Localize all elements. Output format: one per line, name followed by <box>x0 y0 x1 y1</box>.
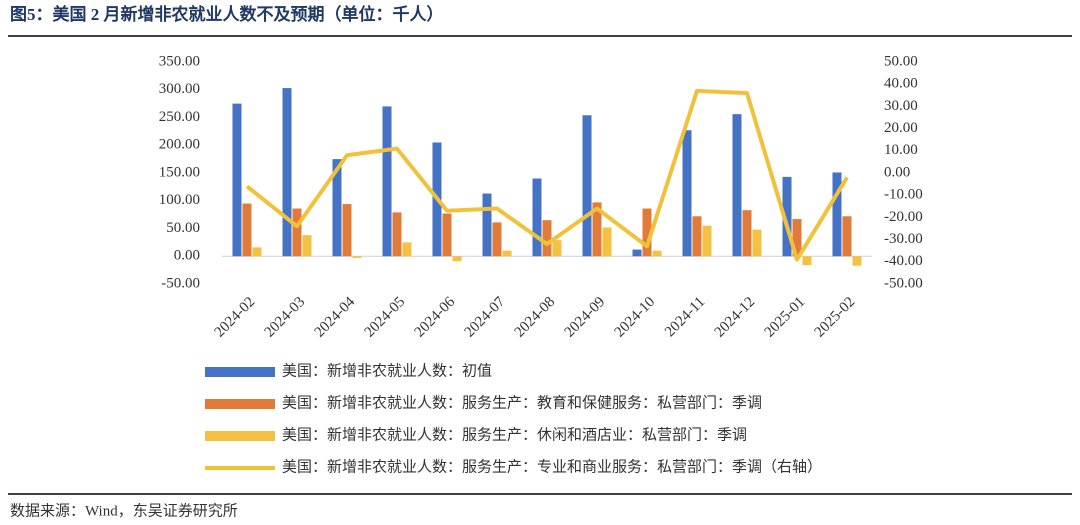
x-tick-label: 2024-12 <box>712 294 759 341</box>
bar <box>392 212 402 257</box>
y2-tick-label: 20.00 <box>884 120 918 136</box>
x-tick-label: 2024-08 <box>512 294 559 341</box>
y-tick-label: 0.00 <box>174 248 200 264</box>
y-tick-label: 300.00 <box>159 81 200 97</box>
y2-tick-label: -50.00 <box>884 275 923 291</box>
bar <box>402 242 412 257</box>
bar <box>502 250 512 257</box>
line <box>245 88 849 262</box>
bar <box>532 178 542 257</box>
x-tick-label: 2024-02 <box>212 294 259 341</box>
x-tick-label: 2024-04 <box>312 294 359 341</box>
bar <box>492 222 502 257</box>
bar <box>302 235 312 257</box>
y2-tick-label: -20.00 <box>884 209 923 225</box>
legend-swatch <box>205 399 275 409</box>
bar <box>382 106 392 257</box>
bar <box>832 172 842 257</box>
bar <box>742 210 752 257</box>
bar <box>782 176 792 257</box>
bar <box>802 256 812 266</box>
bar <box>752 229 762 257</box>
bar <box>452 256 462 262</box>
x-tick-label: 2025-02 <box>812 294 859 341</box>
bar <box>592 202 602 257</box>
y-tick-label: 350.00 <box>159 53 200 69</box>
y-tick-label: 200.00 <box>159 137 200 153</box>
bar <box>682 130 692 257</box>
y2-tick-label: 0.00 <box>884 164 910 180</box>
y-tick-label: 50.00 <box>166 220 200 236</box>
bar <box>852 256 862 266</box>
bar <box>552 240 562 257</box>
bar <box>442 213 452 257</box>
bar <box>732 114 742 257</box>
bar <box>282 88 292 257</box>
x-tick-label: 2024-10 <box>612 294 659 341</box>
legend-label: 美国：新增非农就业人数：服务生产：教育和保健服务：私营部门：季调 <box>282 394 762 411</box>
legend-swatch <box>205 367 275 377</box>
bar <box>642 208 652 257</box>
y2-tick-label: 10.00 <box>884 142 918 158</box>
bar <box>482 193 492 257</box>
bar <box>692 216 702 257</box>
y2-tick-label: 40.00 <box>884 76 918 92</box>
bar <box>342 204 352 257</box>
y2-tick-label: -40.00 <box>884 253 923 269</box>
legend-label: 美国：新增非农就业人数：服务生产：专业和商业服务：私营部门：季调（右轴） <box>282 458 822 475</box>
y-tick-label: 100.00 <box>159 192 200 208</box>
bar <box>252 247 262 257</box>
x-tick-label: 2024-05 <box>362 294 409 341</box>
bar <box>542 220 552 257</box>
bar <box>352 256 362 258</box>
legend-swatch <box>205 431 275 441</box>
y2-tick-label: -10.00 <box>884 187 923 203</box>
x-tick-label: 2024-03 <box>262 294 309 341</box>
x-tick-label: 2025-01 <box>762 294 809 341</box>
x-tick-label: 2024-09 <box>562 294 609 341</box>
x-tick-label: 2024-07 <box>462 294 509 341</box>
bar <box>792 219 802 257</box>
y-tick-label: 150.00 <box>159 164 200 180</box>
x-tick-label: 2024-11 <box>662 294 708 340</box>
y2-tick-label: -30.00 <box>884 231 923 247</box>
legend-label: 美国：新增非农就业人数：初值 <box>282 362 492 379</box>
y-tick-label: -50.00 <box>161 275 200 291</box>
bar <box>632 249 642 257</box>
bar <box>702 225 712 257</box>
bar <box>602 227 612 257</box>
bar <box>582 115 592 257</box>
y2-tick-label: 50.00 <box>884 53 918 69</box>
x-tick-label: 2024-06 <box>412 294 459 341</box>
legend-label: 美国：新增非农就业人数：服务生产：休闲和酒店业：私营部门：季调 <box>282 426 747 443</box>
chart-title: 图5：美国 2 月新增非农就业人数不及预期（单位：千人） <box>10 4 444 24</box>
bar <box>292 208 302 257</box>
bar <box>332 159 342 257</box>
y-tick-label: 250.00 <box>159 109 200 125</box>
source: 数据来源：Wind，东吴证券研究所 <box>10 502 238 519</box>
bar <box>232 103 242 257</box>
bar <box>242 203 252 257</box>
y2-tick-label: 30.00 <box>884 98 918 114</box>
bar <box>652 250 662 257</box>
bar <box>842 216 852 257</box>
